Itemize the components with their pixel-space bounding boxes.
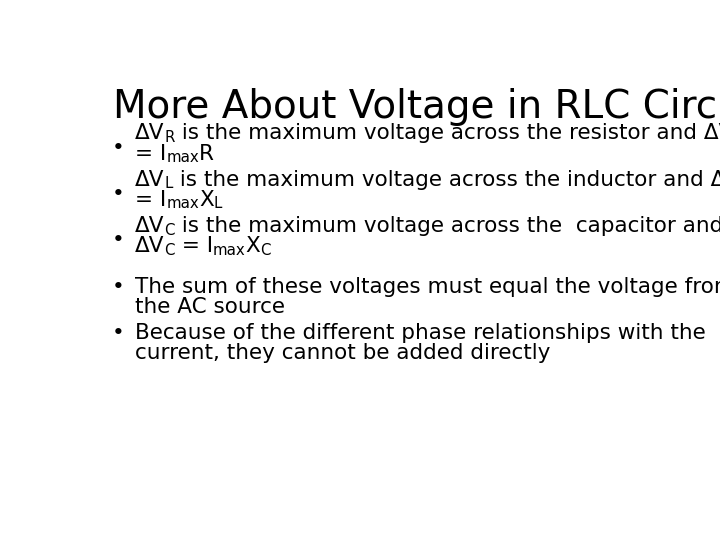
Text: X: X [199, 190, 214, 210]
Text: ΔV: ΔV [135, 236, 164, 256]
Text: R: R [164, 130, 175, 145]
Text: X: X [246, 236, 261, 256]
Text: is the maximum voltage across the resistor and ΔV: is the maximum voltage across the resist… [175, 124, 720, 144]
Text: C: C [164, 242, 175, 258]
Text: max: max [166, 197, 199, 211]
Text: = I: = I [135, 190, 166, 210]
Text: R: R [199, 144, 214, 164]
Text: = I: = I [135, 144, 166, 164]
Text: The sum of these voltages must equal the voltage from: The sum of these voltages must equal the… [135, 276, 720, 296]
Text: max: max [166, 150, 199, 165]
Text: L: L [214, 197, 222, 211]
Text: ΔV: ΔV [135, 124, 164, 144]
Text: max: max [213, 242, 246, 258]
Text: ΔV: ΔV [135, 170, 164, 190]
Text: ΔV: ΔV [135, 216, 164, 236]
Text: •: • [112, 138, 125, 158]
Text: •: • [112, 323, 125, 343]
Text: •: • [112, 231, 125, 251]
Text: is the maximum voltage across the  capacitor and: is the maximum voltage across the capaci… [175, 216, 720, 236]
Text: •: • [112, 184, 125, 204]
Text: More About Voltage in RLC Circuits: More About Voltage in RLC Circuits [113, 88, 720, 126]
Text: Because of the different phase relationships with the: Because of the different phase relations… [135, 323, 706, 343]
Text: C: C [261, 242, 271, 258]
Text: L: L [164, 177, 173, 191]
Text: is the maximum voltage across the inductor and ΔV: is the maximum voltage across the induct… [173, 170, 720, 190]
Text: the AC source: the AC source [135, 296, 285, 316]
Text: = I: = I [175, 236, 213, 256]
Text: current, they cannot be added directly: current, they cannot be added directly [135, 343, 550, 363]
Text: C: C [164, 222, 175, 238]
Text: •: • [112, 276, 125, 296]
